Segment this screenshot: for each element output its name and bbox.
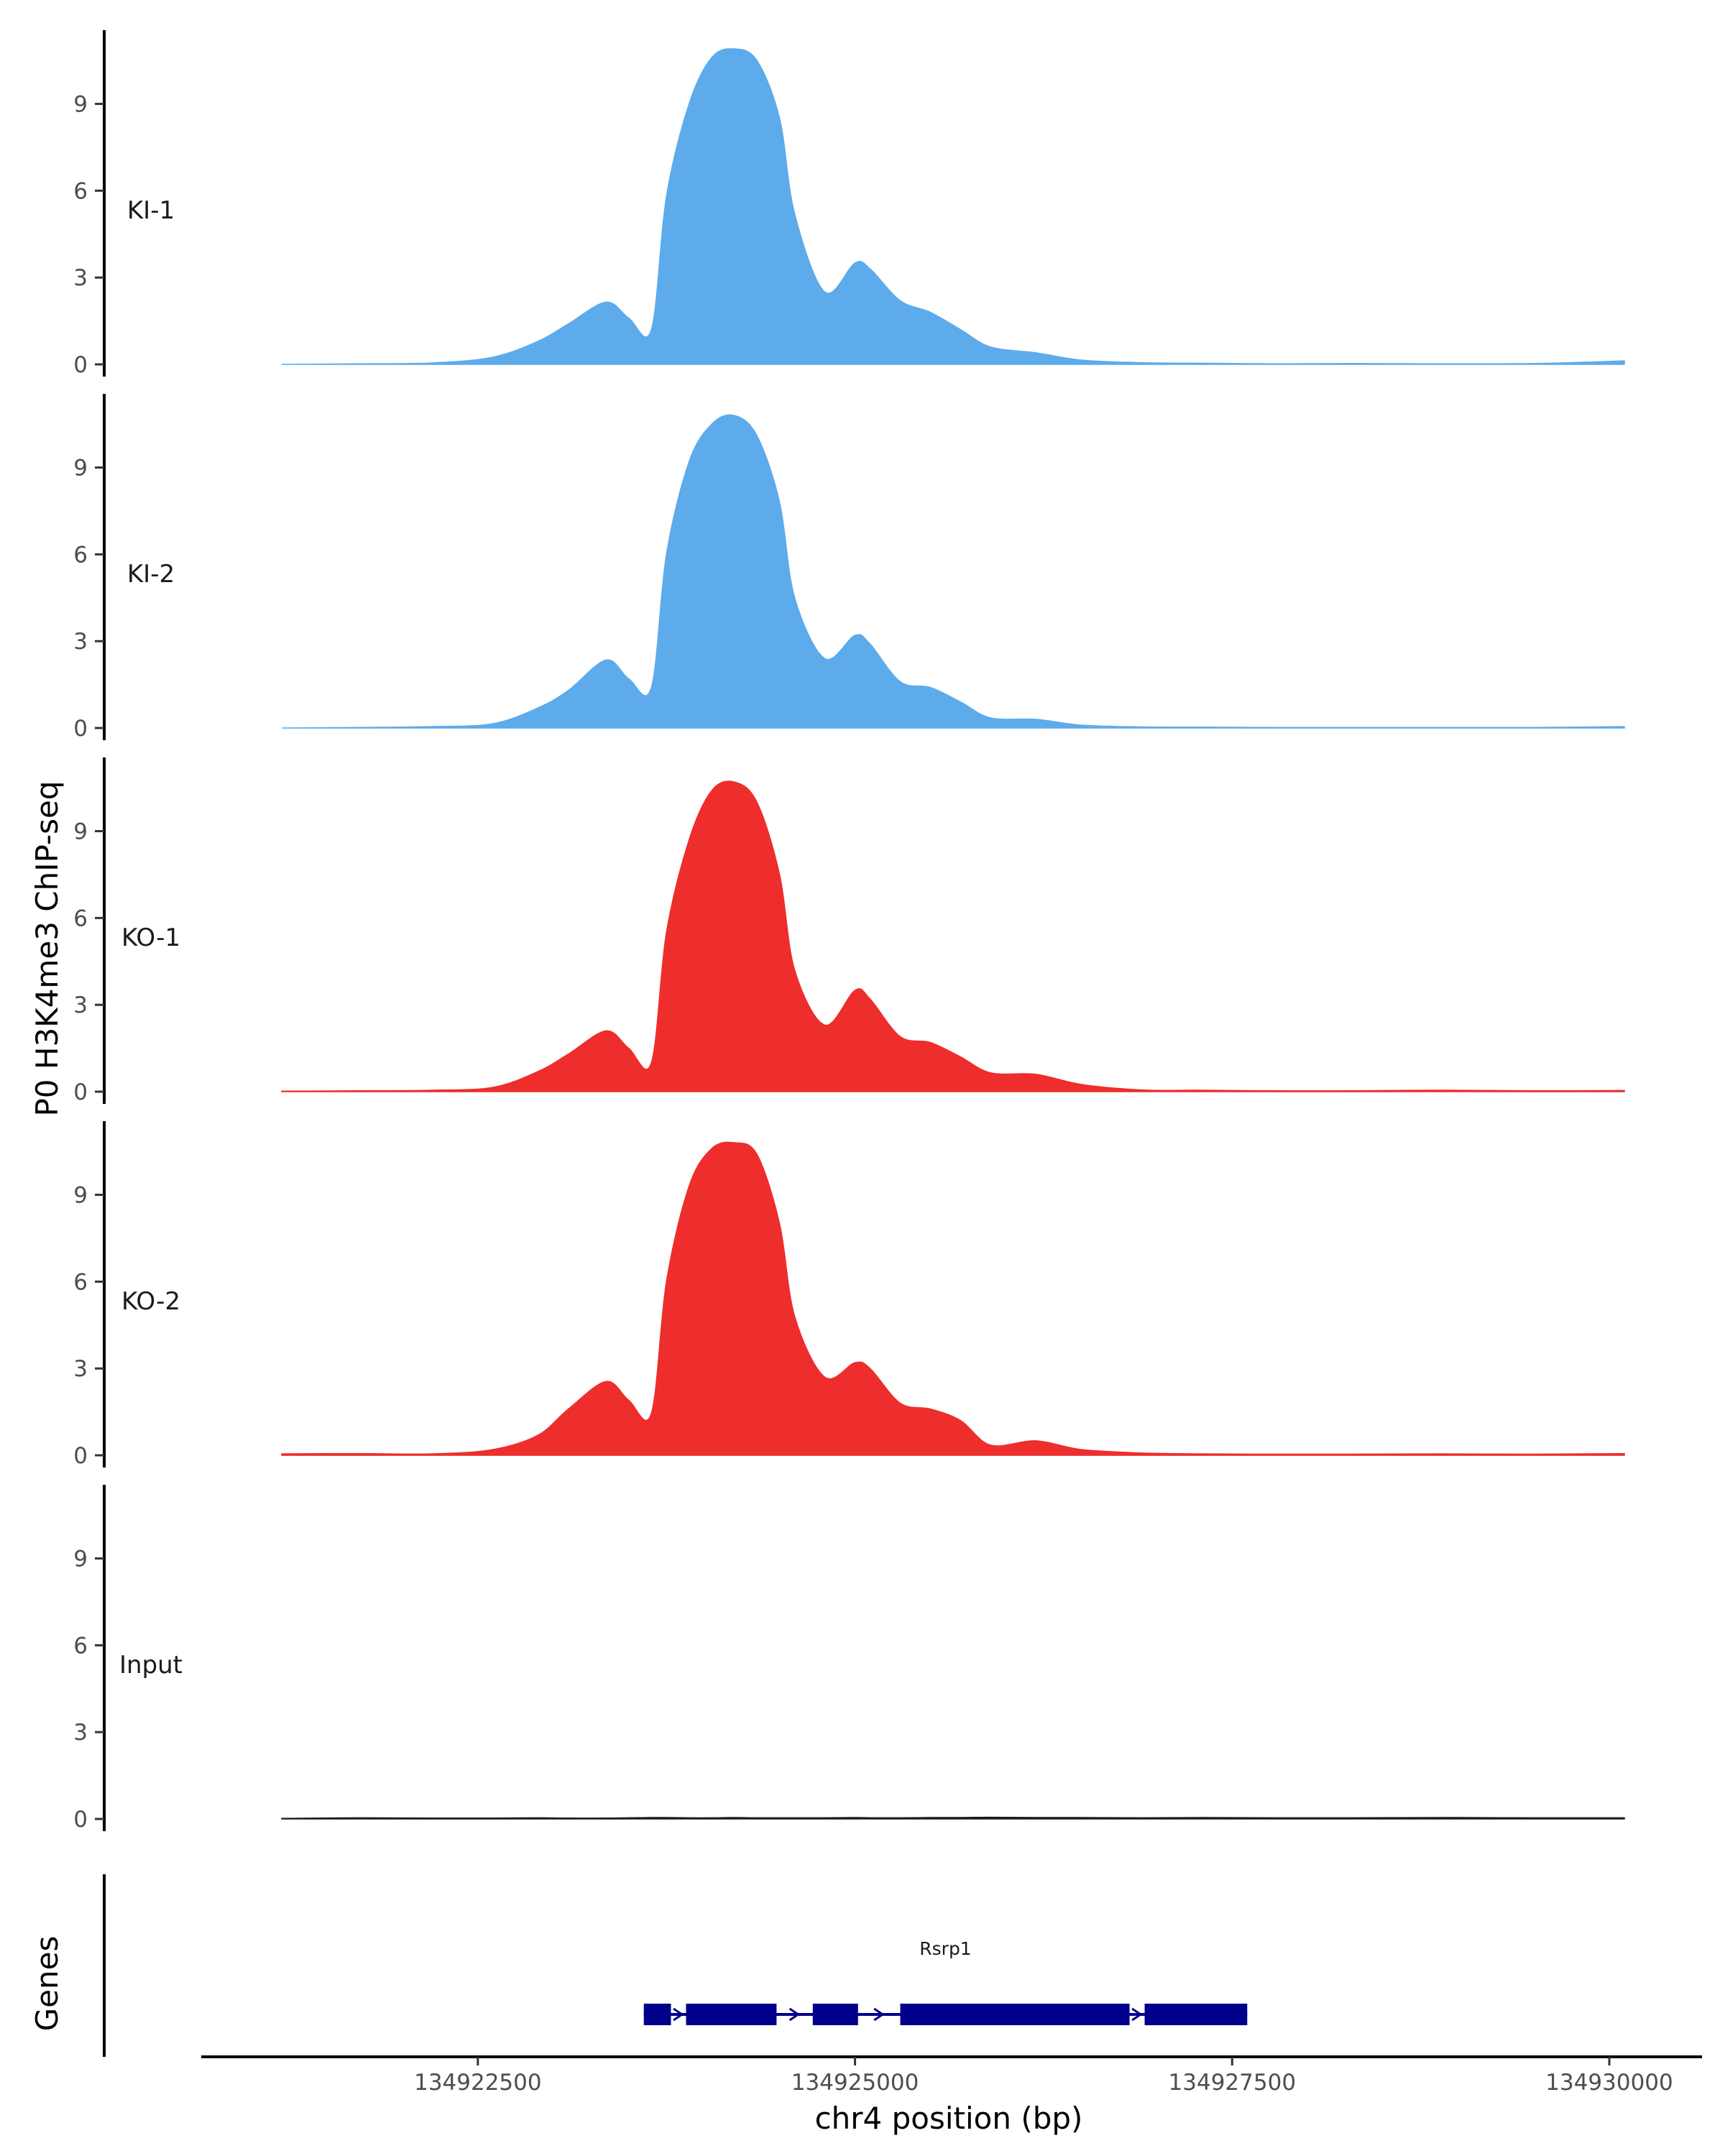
track-ki-2: 0 3 6 9 KI-2 xyxy=(73,394,1625,742)
x-axis-title: chr4 position (bp) xyxy=(815,2101,1083,2136)
y-tick-label: 0 xyxy=(73,352,88,378)
y-tick-label: 6 xyxy=(73,542,88,568)
coverage-area xyxy=(281,1816,1625,1820)
gene-annotation-track: Rsrp1 xyxy=(103,1874,1248,2057)
track-label: KI-2 xyxy=(127,560,175,589)
y-tick-label: 9 xyxy=(73,1547,88,1572)
x-tick-label: 134927500 xyxy=(1169,2070,1297,2096)
genes-axis-title: Genes xyxy=(29,1936,65,2032)
y-tick-label: 3 xyxy=(73,992,88,1018)
y-axis-title: P0 H3K4me3 ChIP-seq xyxy=(29,780,65,1116)
y-tick-label: 6 xyxy=(73,906,88,931)
track-label: KI-1 xyxy=(127,196,175,225)
y-tick-label: 9 xyxy=(73,92,88,118)
y-tick-label: 9 xyxy=(73,819,88,845)
y-tick-label: 3 xyxy=(73,1720,88,1746)
track-input: 0 3 6 9 Input xyxy=(73,1485,1625,1833)
x-tick-label: 134930000 xyxy=(1545,2070,1673,2096)
strand-arrow-icon xyxy=(673,2007,684,2022)
x-tick-label: 134925000 xyxy=(791,2070,919,2096)
x-tick-label: 134922500 xyxy=(414,2070,542,2096)
track-label: KO-2 xyxy=(121,1287,180,1316)
y-tick-label: 0 xyxy=(73,1443,88,1469)
gene-exon xyxy=(686,2004,777,2025)
coverage-area xyxy=(281,1141,1625,1456)
y-tick-label: 6 xyxy=(73,178,88,204)
y-tick-label: 3 xyxy=(73,265,88,291)
track-label: Input xyxy=(119,1651,183,1680)
coverage-area xyxy=(281,780,1625,1092)
y-tick-label: 3 xyxy=(73,1356,88,1382)
y-tick-label: 0 xyxy=(73,716,88,742)
gene-exon xyxy=(812,2004,858,2025)
gene-name-label: Rsrp1 xyxy=(919,1938,971,1959)
y-tick-label: 9 xyxy=(73,456,88,482)
y-tick-label: 6 xyxy=(73,1633,88,1659)
y-tick-label: 0 xyxy=(73,1079,88,1105)
y-tick-label: 3 xyxy=(73,629,88,655)
track-label: KO-1 xyxy=(121,923,180,952)
track-ki-1: 0 3 6 9 KI-1 xyxy=(73,30,1625,378)
y-tick-label: 6 xyxy=(73,1269,88,1295)
track-ko-2: 0 3 6 9 KO-2 xyxy=(73,1121,1625,1469)
coverage-area xyxy=(281,414,1625,729)
coverage-area xyxy=(281,48,1625,365)
track-ko-1: 0 3 6 9 KO-1 xyxy=(73,757,1625,1105)
gene-exon xyxy=(900,2004,1130,2025)
strand-arrow-icon xyxy=(1131,2007,1143,2022)
y-tick-label: 0 xyxy=(73,1807,88,1833)
gene-rsrp1: Rsrp1 xyxy=(643,1938,1248,2025)
x-axis: 134922500 134925000 134927500 134930000 xyxy=(201,2055,1702,2096)
gene-exon xyxy=(1144,2004,1248,2025)
strand-arrow-icon xyxy=(788,2007,801,2022)
coverage-tracks: 0 3 6 9 KI-1 0 3 6 9 KI-2 0 3 6 9 KO-1 0 3 6 9 KO-2 0 3 6 9 Inpu… xyxy=(73,30,1625,1833)
strand-arrow-icon xyxy=(873,2007,885,2022)
y-tick-label: 9 xyxy=(73,1183,88,1209)
gene-exon xyxy=(643,2004,671,2025)
